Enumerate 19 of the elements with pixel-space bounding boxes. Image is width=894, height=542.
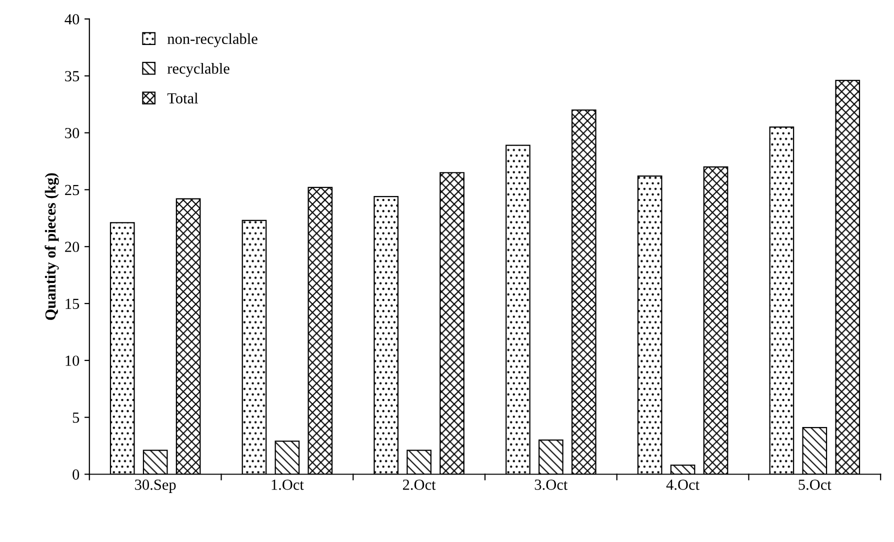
y-tick-label: 35 bbox=[65, 71, 80, 82]
x-tick-label: 2.Oct bbox=[402, 480, 436, 490]
y-tick-label: 20 bbox=[65, 242, 80, 252]
y-axis-title: Quantity of pieces (kg) bbox=[44, 173, 59, 320]
x-tick-label: 4.Oct bbox=[666, 480, 700, 490]
y-tick-label: 30 bbox=[65, 128, 80, 138]
x-tick-label: 30.Sep bbox=[135, 480, 176, 493]
x-tick-label: 1.Oct bbox=[272, 480, 304, 490]
x-tick-label: 5.Oct bbox=[798, 480, 832, 490]
y-tick-label: 5 bbox=[72, 412, 80, 423]
legend-label: recyclable bbox=[167, 63, 230, 77]
y-tick-label: 10 bbox=[66, 356, 80, 366]
y-tick-label: 40 bbox=[64, 14, 80, 24]
legend-label: Total bbox=[167, 92, 198, 104]
y-tick-label: 15 bbox=[66, 298, 80, 309]
y-tick-label: 0 bbox=[72, 469, 80, 480]
y-tick-label: 25 bbox=[65, 184, 80, 196]
legend-label: non-recyclable bbox=[168, 33, 258, 48]
x-tick-label: 3.Oct bbox=[534, 480, 568, 490]
